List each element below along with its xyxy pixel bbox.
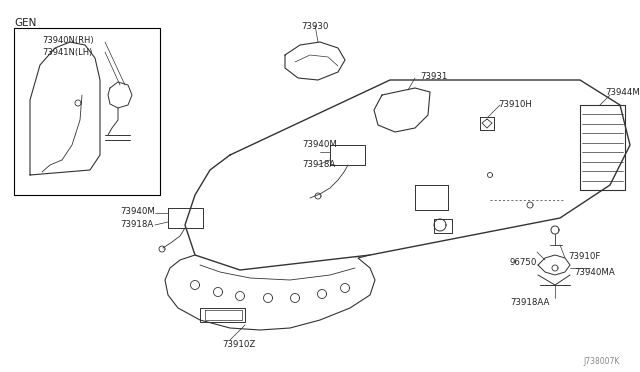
Text: 73918A: 73918A — [302, 160, 335, 169]
Text: 73940M: 73940M — [120, 207, 155, 216]
Text: 73940N(RH): 73940N(RH) — [42, 36, 93, 45]
Text: 73918A: 73918A — [120, 220, 153, 229]
Text: 96750: 96750 — [510, 258, 538, 267]
Text: 73940MA: 73940MA — [574, 268, 615, 277]
Text: 73931: 73931 — [420, 72, 447, 81]
Text: 73910Z: 73910Z — [222, 340, 255, 349]
Text: J738007K: J738007K — [584, 357, 620, 366]
Text: 73910F: 73910F — [568, 252, 600, 261]
Text: 73930: 73930 — [301, 22, 328, 31]
Bar — [14, 28, 160, 195]
Text: 73941N(LH): 73941N(LH) — [42, 48, 92, 57]
Text: 73940M: 73940M — [302, 140, 337, 149]
Text: 73910H: 73910H — [498, 100, 532, 109]
Text: 73918AA: 73918AA — [510, 298, 549, 307]
Text: GEN: GEN — [14, 18, 36, 28]
Text: 73944M: 73944M — [605, 88, 640, 97]
